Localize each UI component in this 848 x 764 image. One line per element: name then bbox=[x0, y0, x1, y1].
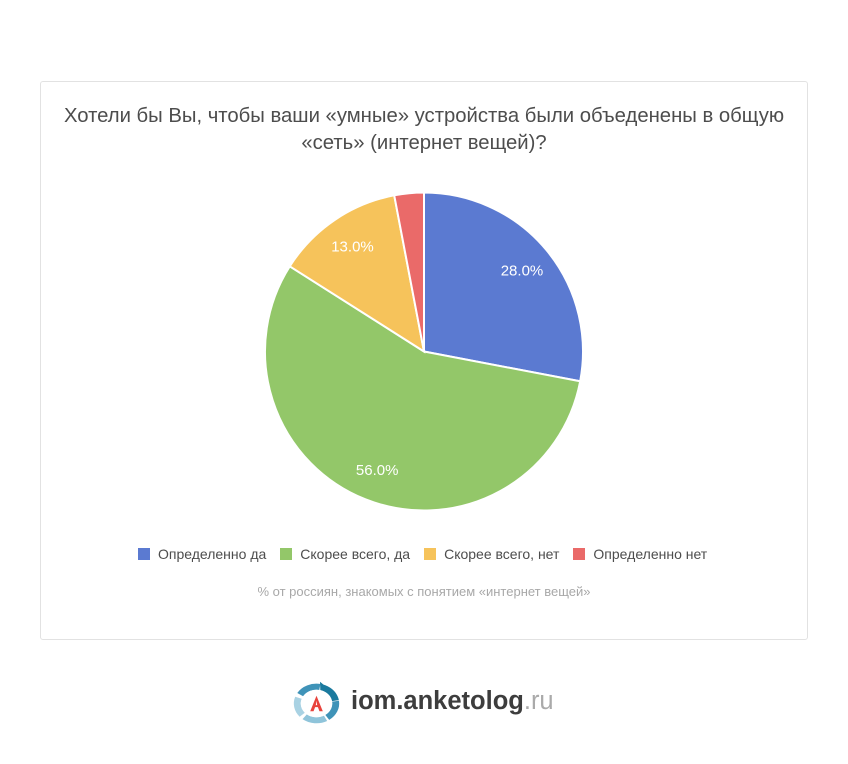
svg-text:28.0%: 28.0% bbox=[501, 262, 544, 279]
svg-text:13.0%: 13.0% bbox=[331, 238, 374, 255]
svg-text:56.0%: 56.0% bbox=[356, 462, 399, 479]
